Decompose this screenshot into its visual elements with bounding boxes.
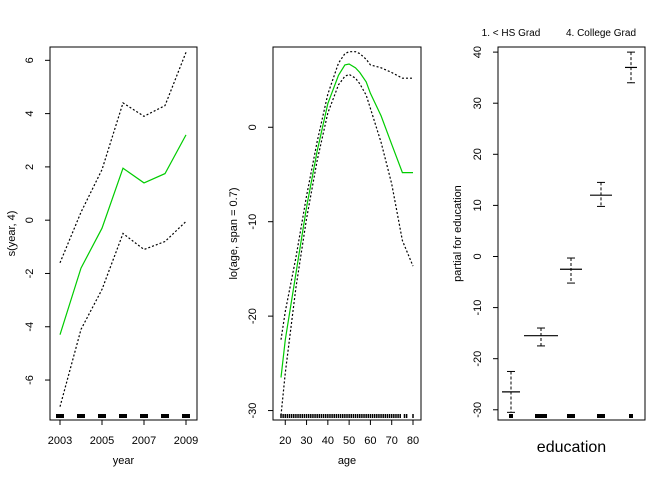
series-upper-line bbox=[280, 51, 413, 340]
y-tick-label: 2 bbox=[24, 164, 36, 170]
x-tick-label: 2005 bbox=[90, 435, 114, 447]
y-tick-label: 0 bbox=[247, 124, 259, 130]
x-tick-label: 40 bbox=[322, 435, 334, 447]
y-tick-label: -20 bbox=[247, 308, 259, 324]
y-tick-label: -2 bbox=[24, 269, 36, 279]
plot-frame bbox=[49, 46, 198, 421]
y-tick-label: 30 bbox=[472, 97, 484, 109]
y-tick-label: -10 bbox=[247, 214, 259, 230]
y-tick-label: 0 bbox=[24, 217, 36, 223]
y-axis-label: partial for education bbox=[452, 185, 464, 282]
panel-age: -30 -20 -10 0 20 30 40 50 60 70 80 age lo(age, span … bbox=[228, 46, 422, 467]
x-tick-label: 2009 bbox=[174, 435, 198, 447]
x-tick-label: 20 bbox=[279, 435, 291, 447]
x-tick-label: 60 bbox=[364, 435, 376, 447]
panel-year: -6 -4 -2 0 2 4 6 2003 2005 2007 2009 year s(year, 4) bbox=[6, 46, 198, 467]
series-fit-line bbox=[280, 63, 413, 378]
y-tick-label: -4 bbox=[24, 322, 36, 332]
series-fit-line bbox=[59, 134, 187, 335]
x-tick-label: 2007 bbox=[132, 435, 156, 447]
y-tick-label: 0 bbox=[472, 253, 484, 259]
y-tick-label: 4 bbox=[24, 111, 36, 117]
plot-frame bbox=[497, 46, 646, 421]
x-axis-label: year bbox=[113, 455, 135, 467]
x-tick-label: 80 bbox=[407, 435, 419, 447]
y-axis-label: lo(age, span = 0.7) bbox=[228, 187, 240, 279]
x-tick-label: 30 bbox=[300, 435, 312, 447]
y-tick-label: 20 bbox=[472, 148, 484, 160]
plot-frame bbox=[272, 46, 422, 421]
y-tick-label: 10 bbox=[472, 199, 484, 211]
y-tick-label: -30 bbox=[247, 403, 259, 419]
y-tick-label: -30 bbox=[472, 402, 484, 418]
y-tick-label: -20 bbox=[472, 351, 484, 367]
x-tick-label: 70 bbox=[386, 435, 398, 447]
panel-education: -30 -20 -10 0 10 20 30 40 education partial for e… bbox=[452, 28, 646, 456]
x-axis-label: education bbox=[537, 439, 606, 456]
category-label: 4. College Grad bbox=[566, 28, 636, 39]
y-tick-label: -6 bbox=[24, 375, 36, 385]
y-tick-label: 40 bbox=[472, 46, 484, 58]
category-label: 1. < HS Grad bbox=[482, 28, 541, 39]
y-axis-label: s(year, 4) bbox=[6, 211, 18, 257]
y-tick-label: 6 bbox=[24, 57, 36, 63]
y-tick-label: -10 bbox=[472, 300, 484, 316]
series-lower-line bbox=[59, 221, 187, 407]
x-tick-label: 50 bbox=[343, 435, 355, 447]
x-tick-label: 2003 bbox=[48, 435, 72, 447]
series-upper-line bbox=[59, 52, 187, 264]
x-axis-label: age bbox=[338, 455, 356, 467]
